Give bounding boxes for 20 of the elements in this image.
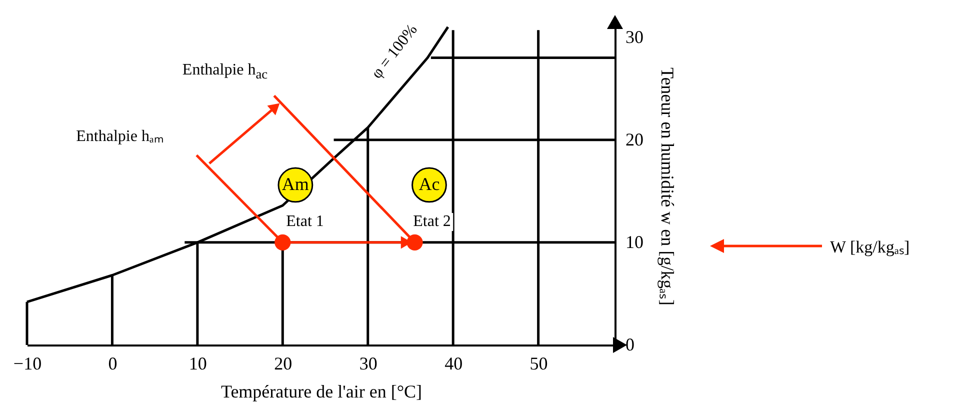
data-label: Am xyxy=(282,174,309,194)
y-tick-label: 20 xyxy=(626,129,644,150)
x-tick-label: 50 xyxy=(530,354,548,374)
x-tick-label: 10 xyxy=(188,354,207,374)
x-tick-label: −10 xyxy=(13,354,42,374)
annotation: Enthalpie h$_{ac}$ xyxy=(182,61,268,83)
annotation: Etat 1 xyxy=(284,213,326,231)
annotation: Enthalpie hₐₘ xyxy=(76,127,164,146)
data-label: Ac xyxy=(418,174,440,194)
y-tick-label: 0 xyxy=(626,334,634,354)
x-tick-label: 30 xyxy=(359,354,378,374)
x-tick-label: 0 xyxy=(108,354,118,374)
text: W [kg/kgₐₛ] xyxy=(830,236,910,258)
y-tick-label: 30 xyxy=(626,26,644,47)
annotation: Etat 2 xyxy=(411,213,453,231)
y-tick-label: 10 xyxy=(626,232,644,252)
x-tick-label: 40 xyxy=(444,354,463,374)
x-tick-label: 20 xyxy=(274,354,292,374)
y-axis-title: Teneur en humidité w en [g/kgₐₛ] xyxy=(658,67,678,306)
x-axis-title: Température de l'air en [°C] xyxy=(220,382,422,402)
